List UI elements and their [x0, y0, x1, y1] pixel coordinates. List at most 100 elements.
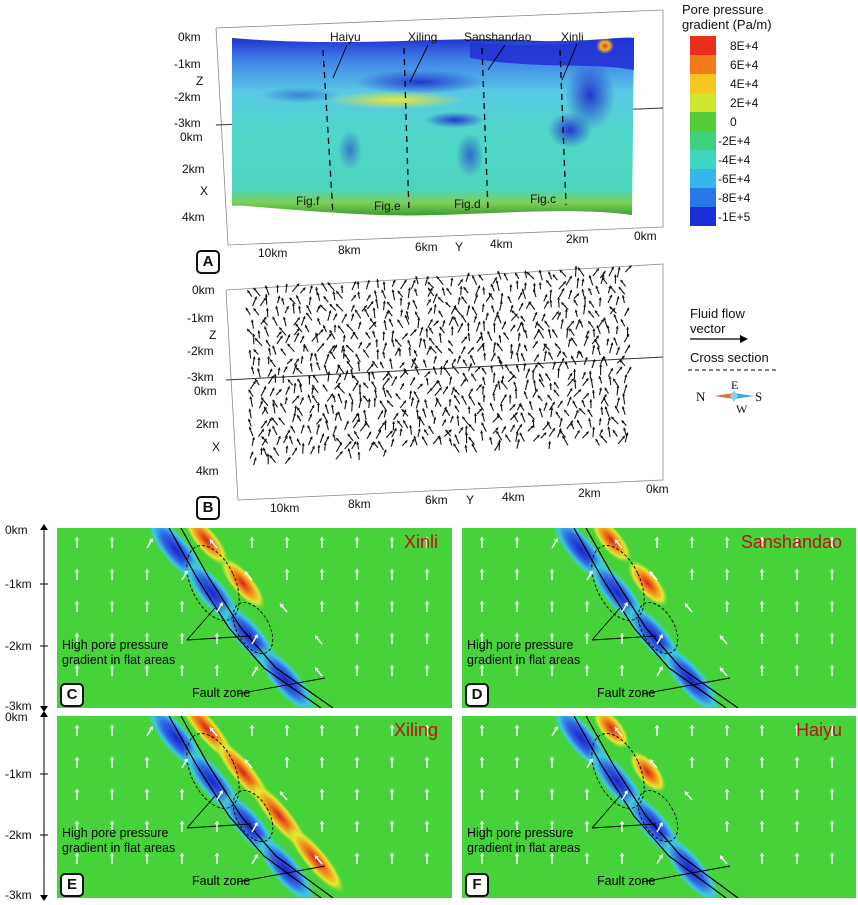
- flow-vector-head: [460, 323, 463, 326]
- flow-vector-head: [332, 291, 336, 295]
- flow-vector-head: [365, 332, 369, 336]
- depth-tick-0-top: 0km: [5, 523, 28, 537]
- flow-vector-head: [572, 400, 576, 404]
- b-z-tick-3: -3km: [187, 370, 214, 384]
- flow-vector-head: [626, 326, 630, 330]
- flow-arrow-head: [829, 569, 835, 573]
- flow-vector-head: [359, 341, 362, 345]
- flow-vector-head: [382, 422, 385, 426]
- legend-level-label: 4E+4: [730, 77, 759, 91]
- flow-vector-head: [497, 271, 501, 274]
- flow-vector-head: [379, 400, 383, 404]
- flow-vector-head: [471, 347, 474, 351]
- flow-arrow-head: [424, 725, 430, 729]
- low-gradient-zone: [255, 834, 316, 898]
- flow-vector-head: [415, 311, 418, 315]
- flow-arrow-head: [514, 665, 520, 669]
- flow-vector-head: [286, 306, 289, 309]
- flow-arrow-head: [389, 601, 395, 605]
- flow-vector-head: [271, 387, 275, 391]
- flow-vector-head: [520, 404, 523, 407]
- flow-vector-head: [427, 282, 431, 285]
- flow-vector-head: [308, 296, 312, 300]
- flow-vector-head: [355, 309, 358, 313]
- flow-vector-head: [409, 390, 413, 394]
- flow-arrow-head: [74, 757, 80, 761]
- flow-vector-head: [294, 364, 298, 368]
- flow-vector-head: [503, 332, 507, 336]
- flow-vector-head: [387, 301, 390, 305]
- flow-vector-head: [296, 283, 300, 287]
- flow-arrow-head: [549, 665, 555, 669]
- flow-vector-head: [280, 403, 283, 407]
- flow-vector-head: [556, 311, 559, 315]
- flow-vector-head: [445, 429, 449, 433]
- flow-vector-head: [628, 265, 632, 269]
- fault-pointer: [641, 865, 731, 883]
- flow-vector-head: [356, 419, 360, 423]
- mine-label-haiyu: Haiyu: [330, 30, 361, 44]
- flow-vector-head: [346, 420, 349, 424]
- flow-vector-head: [278, 417, 282, 421]
- flow-vector-head: [470, 388, 473, 392]
- flow-arrow-head: [614, 727, 619, 732]
- y-tick-2: 2km: [566, 232, 589, 246]
- flow-arrow-head: [74, 633, 80, 637]
- flow-vector-head: [297, 407, 300, 411]
- flow-vector-head: [277, 367, 281, 371]
- flow-vector-head: [498, 335, 502, 338]
- flow-vector-head: [267, 356, 271, 359]
- flow-vector-head: [289, 358, 293, 362]
- note-line-2: gradient in flat areas: [467, 653, 581, 667]
- flow-vector-head: [603, 394, 607, 398]
- flow-vector-head: [464, 425, 468, 429]
- flow-vector-head: [497, 413, 500, 416]
- flow-vector-head: [277, 435, 281, 439]
- flow-vector-head: [460, 279, 463, 283]
- flow-vector-head: [398, 348, 402, 352]
- flow-vector-head: [364, 305, 367, 309]
- flow-arrow-head: [424, 537, 430, 541]
- flow-vector-head: [392, 279, 396, 283]
- z-tick-0: 0km: [178, 30, 201, 44]
- flow-arrow-head: [479, 569, 485, 573]
- b-y-tick-10: 10km: [270, 501, 300, 515]
- flow-vector-head: [492, 372, 496, 376]
- flow-arrow-head: [424, 853, 430, 857]
- flow-arrow-head: [794, 853, 800, 857]
- flow-vector-head: [611, 266, 614, 270]
- flow-vector-head: [585, 378, 589, 382]
- flow-arrow-head: [284, 537, 290, 541]
- flow-arrow-head: [214, 821, 220, 825]
- flow-vector-head: [563, 281, 566, 285]
- flow-arrow-head: [719, 855, 724, 860]
- flow-vector-head: [391, 339, 395, 342]
- flow-vector-head: [404, 440, 408, 444]
- flow-vector-head: [564, 309, 568, 312]
- flow-vector-head: [584, 357, 588, 361]
- flow-vector-head: [538, 407, 542, 411]
- flow-vector-head: [392, 421, 396, 424]
- flow-vector-head: [439, 326, 443, 330]
- y-tick-10: 10km: [258, 246, 288, 260]
- flow-vector-head: [494, 277, 497, 281]
- flow-vector-head: [519, 292, 523, 296]
- high-gradient-zone: [286, 825, 345, 894]
- flow-arrow-head: [424, 665, 430, 669]
- flow-vector-head: [553, 389, 557, 393]
- z-tick-1: -1km: [174, 57, 201, 71]
- flow-arrow-head: [389, 569, 395, 573]
- flow-vector-head: [521, 288, 525, 292]
- flow-vector-head: [322, 384, 326, 388]
- note-pointer: [591, 607, 621, 641]
- flow-vector-head: [497, 356, 501, 360]
- fault-zone-label: Fault zone: [597, 874, 656, 888]
- flow-vector-head: [482, 394, 486, 398]
- flow-vector-head: [425, 377, 429, 381]
- flow-vector-head: [353, 331, 356, 335]
- depth-axis-lines: [40, 524, 48, 901]
- flow-vector-head: [574, 309, 578, 313]
- flow-vector-head: [307, 375, 311, 378]
- flow-vector-head: [579, 408, 582, 412]
- flow-vector-head: [517, 439, 520, 442]
